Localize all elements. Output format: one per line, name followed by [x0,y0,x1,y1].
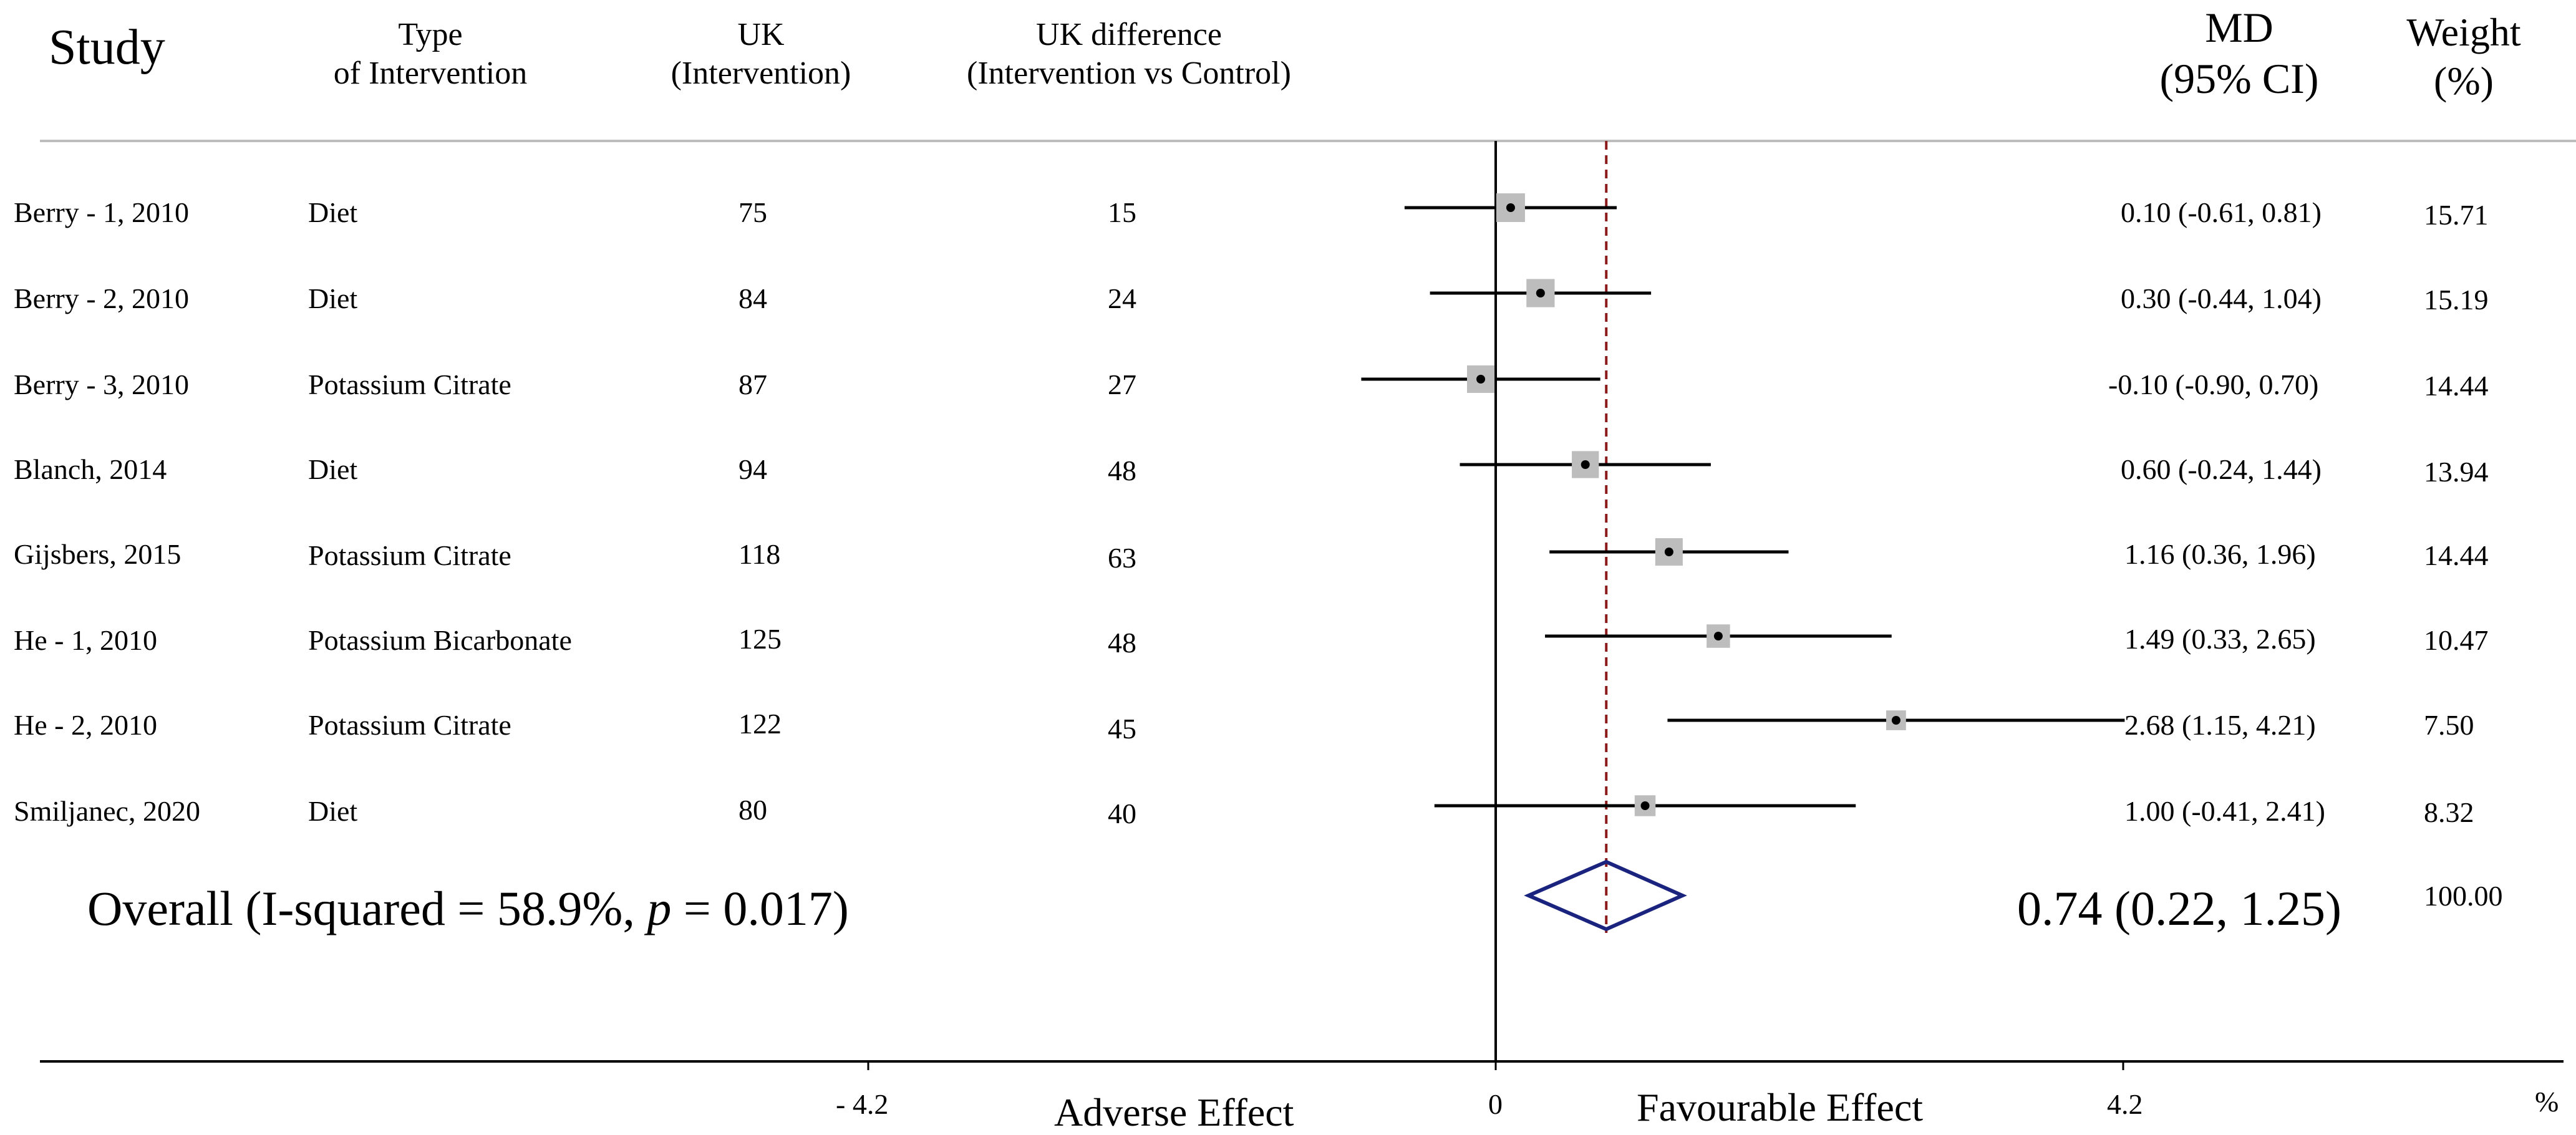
md-ci: 1.16 (0.36, 1.96) [2124,538,2316,570]
favourable-effect-label: Favourable Effect [1637,1085,1924,1129]
point-estimate [1581,460,1590,469]
header-type-line2: of Intervention [333,56,528,91]
header-study: Study [49,20,165,75]
md-ci: 0.30 (-0.44, 1.04) [2121,283,2322,314]
header-difference: UK difference (Intervention vs Control) [923,19,1335,90]
intervention-type: Potassium Bicarbonate [308,624,572,656]
intervention-type: Potassium Citrate [308,709,511,741]
point-estimate [1891,716,1901,725]
overall-md-ci: 0.74 (0.22, 1.25) [2017,881,2341,935]
overall-p-symbol: p [647,881,672,935]
uk-intervention: 118 [738,538,781,570]
axis-percent-label: % [2535,1086,2559,1118]
uk-difference: 24 [1108,283,1136,314]
uk-intervention: 87 [738,369,767,400]
header-uk-line1: UK [737,17,785,52]
uk-difference: 27 [1108,369,1136,400]
header-divider [40,140,2576,142]
overall-label: Overall (I-squared = 58.9%, p = 0.017) [87,884,849,933]
study-name: Berry - 3, 2010 [14,369,190,400]
weight: 13.94 [2424,456,2489,488]
uk-difference: 40 [1108,798,1136,829]
md-ci: 2.68 (1.15, 4.21) [2124,709,2316,741]
point-estimate [1640,801,1650,810]
weight: 15.19 [2424,284,2489,316]
point-estimate [1713,632,1723,640]
study-name: He - 2, 2010 [14,709,157,741]
uk-difference: 63 [1108,542,1136,574]
header-type-line1: Type [398,17,463,52]
uk-difference: 48 [1108,455,1136,486]
overall-label-suffix: = 0.017) [671,881,849,935]
point-estimate [1536,289,1545,297]
weight: 15.71 [2424,199,2489,231]
intervention-type: Diet [308,283,358,314]
uk-intervention: 84 [738,283,767,314]
md-ci: 1.49 (0.33, 2.65) [2124,623,2316,655]
md-ci: 0.10 (-0.61, 0.81) [2121,196,2322,228]
header-uk-line2: (Intervention) [671,56,851,91]
uk-intervention: 80 [738,794,767,826]
weight: 8.32 [2424,796,2474,828]
study-name: He - 1, 2010 [14,624,157,656]
weight: 10.47 [2424,624,2489,656]
header-weight-line1: Weight [2406,10,2521,54]
point-estimate [1664,548,1673,556]
intervention-type: Diet [308,795,358,827]
header-uk: UK (Intervention) [649,19,873,90]
uk-intervention: 125 [738,623,782,655]
adverse-effect-label: Adverse Effect [1054,1090,1294,1134]
weight: 7.50 [2424,709,2474,741]
study-name: Berry - 2, 2010 [14,283,190,314]
md-ci: 1.00 (-0.41, 2.41) [2124,795,2325,827]
study-name: Berry - 1, 2010 [14,196,190,228]
overall-label-prefix: Overall (I-squared = 58.9%, [87,881,647,935]
header-md: MD (95% CI) [2108,6,2370,100]
header-md-line2: (95% CI) [2159,55,2319,102]
header-weight-line2: (%) [2434,59,2494,103]
point-estimate [1476,375,1486,384]
header-difference-line1: UK difference [1036,17,1222,52]
intervention-type: Potassium Citrate [308,539,511,571]
weight: 14.44 [2424,539,2489,571]
uk-intervention: 94 [738,453,767,485]
header-type: Type of Intervention [318,19,543,90]
overall-weight: 100.00 [2424,880,2503,912]
md-ci: 0.60 (-0.24, 1.44) [2121,453,2322,485]
uk-difference: 15 [1108,196,1136,228]
header-difference-line2: (Intervention vs Control) [967,56,1291,91]
axis-tick-label-left: - 4.2 [836,1088,889,1120]
intervention-type: Diet [308,196,358,228]
overall-diamond [1524,859,1687,932]
study-name: Gijsbers, 2015 [14,538,182,570]
intervention-type: Diet [308,453,358,485]
axis-tick-label-right: 4.2 [2107,1088,2143,1120]
uk-intervention: 122 [738,708,782,740]
point-estimate [1506,203,1515,212]
uk-difference: 45 [1108,713,1136,745]
header-md-line1: MD [2205,4,2273,51]
md-ci: -0.10 (-0.90, 0.70) [2108,369,2319,400]
header-weight: Weight (%) [2370,12,2557,101]
study-name: Blanch, 2014 [14,453,167,485]
uk-difference: 48 [1108,627,1136,659]
axis-tick-label-zero: 0 [1488,1088,1503,1120]
uk-intervention: 75 [738,196,767,228]
weight: 14.44 [2424,370,2489,402]
study-name: Smiljanec, 2020 [14,795,200,827]
intervention-type: Potassium Citrate [308,369,511,400]
